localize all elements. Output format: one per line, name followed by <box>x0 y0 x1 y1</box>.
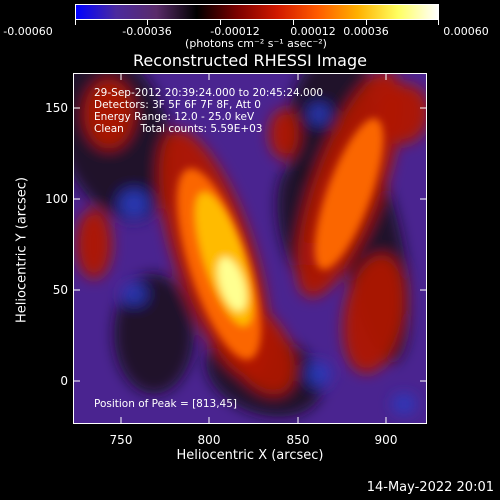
y-axis-label: Heliocentric Y (arcsec) <box>14 177 30 323</box>
colorbar-tick <box>293 20 294 25</box>
plot-title: Reconstructed RHESSI Image <box>133 51 367 70</box>
colorbar-unit: (photons cm⁻² s⁻¹ asec⁻²) <box>185 37 327 50</box>
timestamp: 14-May-2022 20:01 <box>366 480 494 495</box>
info-line: 29-Sep-2012 20:39:24.000 to 20:45:24.000 <box>94 87 324 99</box>
colorbar-tick-label: 0.00036 <box>343 25 389 38</box>
x-tick-label: 900 <box>374 433 398 447</box>
colorbar-tick <box>438 20 439 25</box>
rhessi-image: 29-Sep-2012 20:39:24.000 to 20:45:24.000… <box>73 73 427 424</box>
info-line: Energy Range: 12.0 - 25.0 keV <box>94 111 255 123</box>
colorbar-tick <box>75 20 76 25</box>
colorbar-tick <box>366 20 367 25</box>
info-line: Clean Total counts: 5.59E+03 <box>94 123 263 135</box>
colorbar-tick-label: -0.00060 <box>3 25 53 38</box>
colorbar <box>75 4 439 20</box>
colorbar-tick-label: 0.00012 <box>290 25 336 38</box>
y-tick-label: 100 <box>45 192 68 206</box>
colorbar-tick <box>220 20 221 25</box>
colorbar-tick-label: -0.00012 <box>210 25 260 38</box>
x-axis-label: Heliocentric X (arcsec) <box>176 448 324 463</box>
colorbar-tick-label: 0.00060 <box>443 25 489 38</box>
x-tick-label: 800 <box>197 433 221 447</box>
colorbar-tick <box>147 20 148 25</box>
colorbar-tick-label: -0.00036 <box>122 25 172 38</box>
rhessi-image-canvas <box>74 74 426 423</box>
x-tick-label: 850 <box>286 433 310 447</box>
x-tick-label: 750 <box>109 433 133 447</box>
y-tick-label: 150 <box>45 101 68 115</box>
info-line: Detectors: 3F 5F 6F 7F 8F, Att 0 <box>94 99 261 111</box>
y-tick-label: 0 <box>60 374 68 388</box>
peak-position-label: Position of Peak = [813,45] <box>94 398 238 410</box>
y-tick-label: 50 <box>52 283 68 297</box>
